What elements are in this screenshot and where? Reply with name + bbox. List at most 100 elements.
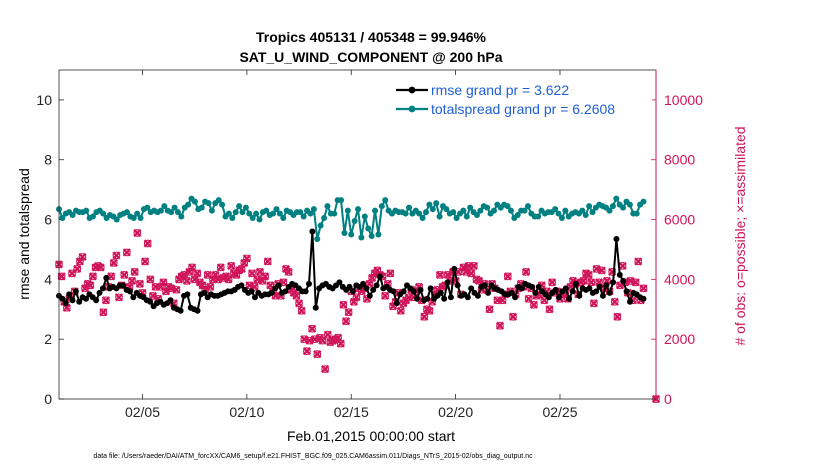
y-right-ticks-group: 0 2000 4000 6000 8000 10000 xyxy=(651,92,703,407)
rmse-point xyxy=(410,288,417,295)
obs-assimilated-point xyxy=(193,269,202,278)
obs-assimilated-point xyxy=(321,365,330,374)
totalspread-point xyxy=(436,213,443,220)
rmse-point xyxy=(302,288,309,295)
y-right-tick-label: 10000 xyxy=(664,92,703,108)
y-left-tick-label: 8 xyxy=(44,152,52,168)
totalspread-point xyxy=(130,215,137,222)
obs-assimilated-point xyxy=(420,312,429,321)
rmse-point xyxy=(512,294,519,301)
obs-assimilated-point xyxy=(396,306,405,315)
totalspread-point xyxy=(324,203,331,210)
totalspread-point xyxy=(246,210,253,217)
y-left-tick-label: 2 xyxy=(44,331,52,347)
rmse-point xyxy=(130,294,137,301)
rmse-point xyxy=(126,288,133,295)
totalspread-point xyxy=(626,201,633,208)
obs-possible-point xyxy=(73,265,82,273)
totalspread-point xyxy=(229,215,236,222)
rmse-point xyxy=(640,295,647,302)
totalspread-point xyxy=(144,204,151,211)
totalspread-point xyxy=(297,209,304,216)
data-file-footnote: data file: /Users/raeder/DAI/ATM_forcXX/… xyxy=(93,453,533,460)
rmse-point xyxy=(66,291,73,298)
rmse-point xyxy=(93,297,100,304)
plot-area xyxy=(59,70,656,399)
rmse-point xyxy=(59,295,66,302)
totalspread-point xyxy=(236,203,243,210)
totalspread-point xyxy=(174,209,181,216)
rmse-point xyxy=(363,285,370,292)
rmse-point xyxy=(306,280,313,287)
obs-possible-point xyxy=(522,268,530,276)
obs-assimilated-point xyxy=(133,228,142,238)
obs-assimilated-point xyxy=(211,270,220,279)
obs-assimilated-point xyxy=(589,299,598,308)
totalspread-point xyxy=(348,231,355,238)
obs-assimilated-point xyxy=(297,306,306,315)
obs-assimilated-point xyxy=(182,276,191,285)
obs-possible-point xyxy=(548,278,557,287)
obs-assimilated-point xyxy=(435,270,445,279)
obs-possible-point xyxy=(151,282,160,291)
obs-possible-point xyxy=(639,284,648,293)
rmse-point xyxy=(566,295,573,302)
obs-assimilated-point xyxy=(109,258,118,267)
y-right-tick-label: 8000 xyxy=(664,152,695,168)
obs-assimilated-point xyxy=(503,272,512,281)
legend: rmse grand pr = 3.622 totalspread grand … xyxy=(392,80,652,118)
rmse-point xyxy=(593,288,600,295)
totalspread-point xyxy=(633,210,640,217)
rmse-point xyxy=(485,289,492,296)
y-left-axis-label: rmse and totalspread xyxy=(16,168,32,300)
totalspread-point xyxy=(426,201,433,208)
rmse-point xyxy=(545,294,552,301)
obs-assimilated-point xyxy=(529,300,538,309)
rmse-point xyxy=(275,282,282,289)
rmse-point xyxy=(603,282,610,289)
obs-assimilated-point xyxy=(313,350,322,359)
obs-assimilated-point xyxy=(597,266,606,275)
legend-rmse-marker xyxy=(408,86,416,94)
obs-possible-point xyxy=(323,330,332,339)
x-ticks-group: 02/05 02/10 02/15 02/20 02/25 xyxy=(125,70,578,420)
obs-assimilated-point xyxy=(302,347,311,356)
rmse-point xyxy=(468,285,475,292)
totalspread-point xyxy=(331,210,338,217)
rmse-point xyxy=(613,235,620,242)
totalspread-point xyxy=(558,215,565,222)
obs-assimilated-point xyxy=(248,269,257,278)
totalspread-point xyxy=(69,212,76,219)
obs-possible-point xyxy=(396,306,405,315)
totalspread-point xyxy=(514,212,521,219)
totalspread-point xyxy=(477,207,484,214)
chart-title-line1: Tropics 405131 / 405348 = 99.946% xyxy=(256,29,487,45)
obs-possible-point xyxy=(485,305,494,314)
totalspread-point xyxy=(620,204,627,211)
totalspread-point xyxy=(579,207,586,214)
obs-assimilated-point xyxy=(467,269,476,278)
obs-assimilated-point xyxy=(485,305,494,314)
totalspread-point xyxy=(361,213,368,220)
rmse-point xyxy=(69,297,76,304)
obs-assimilated-point xyxy=(141,257,150,266)
obs-possible-point xyxy=(102,296,110,305)
totalspread-point xyxy=(344,207,351,214)
obs-possible-point xyxy=(590,299,598,308)
x-tick-label: 02/15 xyxy=(334,404,369,420)
rmse-point xyxy=(238,282,245,289)
totalspread-point xyxy=(270,210,277,217)
obs-assimilated-point xyxy=(339,300,348,309)
obs-possible-point xyxy=(608,268,617,276)
x-tick-label: 02/05 xyxy=(125,404,160,420)
obs-assimilated-point xyxy=(135,279,144,288)
rmse-point xyxy=(441,295,448,302)
obs-possible-point xyxy=(318,336,327,345)
totalspread-point xyxy=(249,215,256,222)
totalspread-point xyxy=(263,207,270,214)
obs-assimilated-point xyxy=(146,275,155,284)
y-right-tick-label: 6000 xyxy=(664,212,695,228)
rmse-point xyxy=(251,294,258,301)
rmse-point xyxy=(83,295,90,302)
obs-assimilated-point xyxy=(300,335,309,344)
